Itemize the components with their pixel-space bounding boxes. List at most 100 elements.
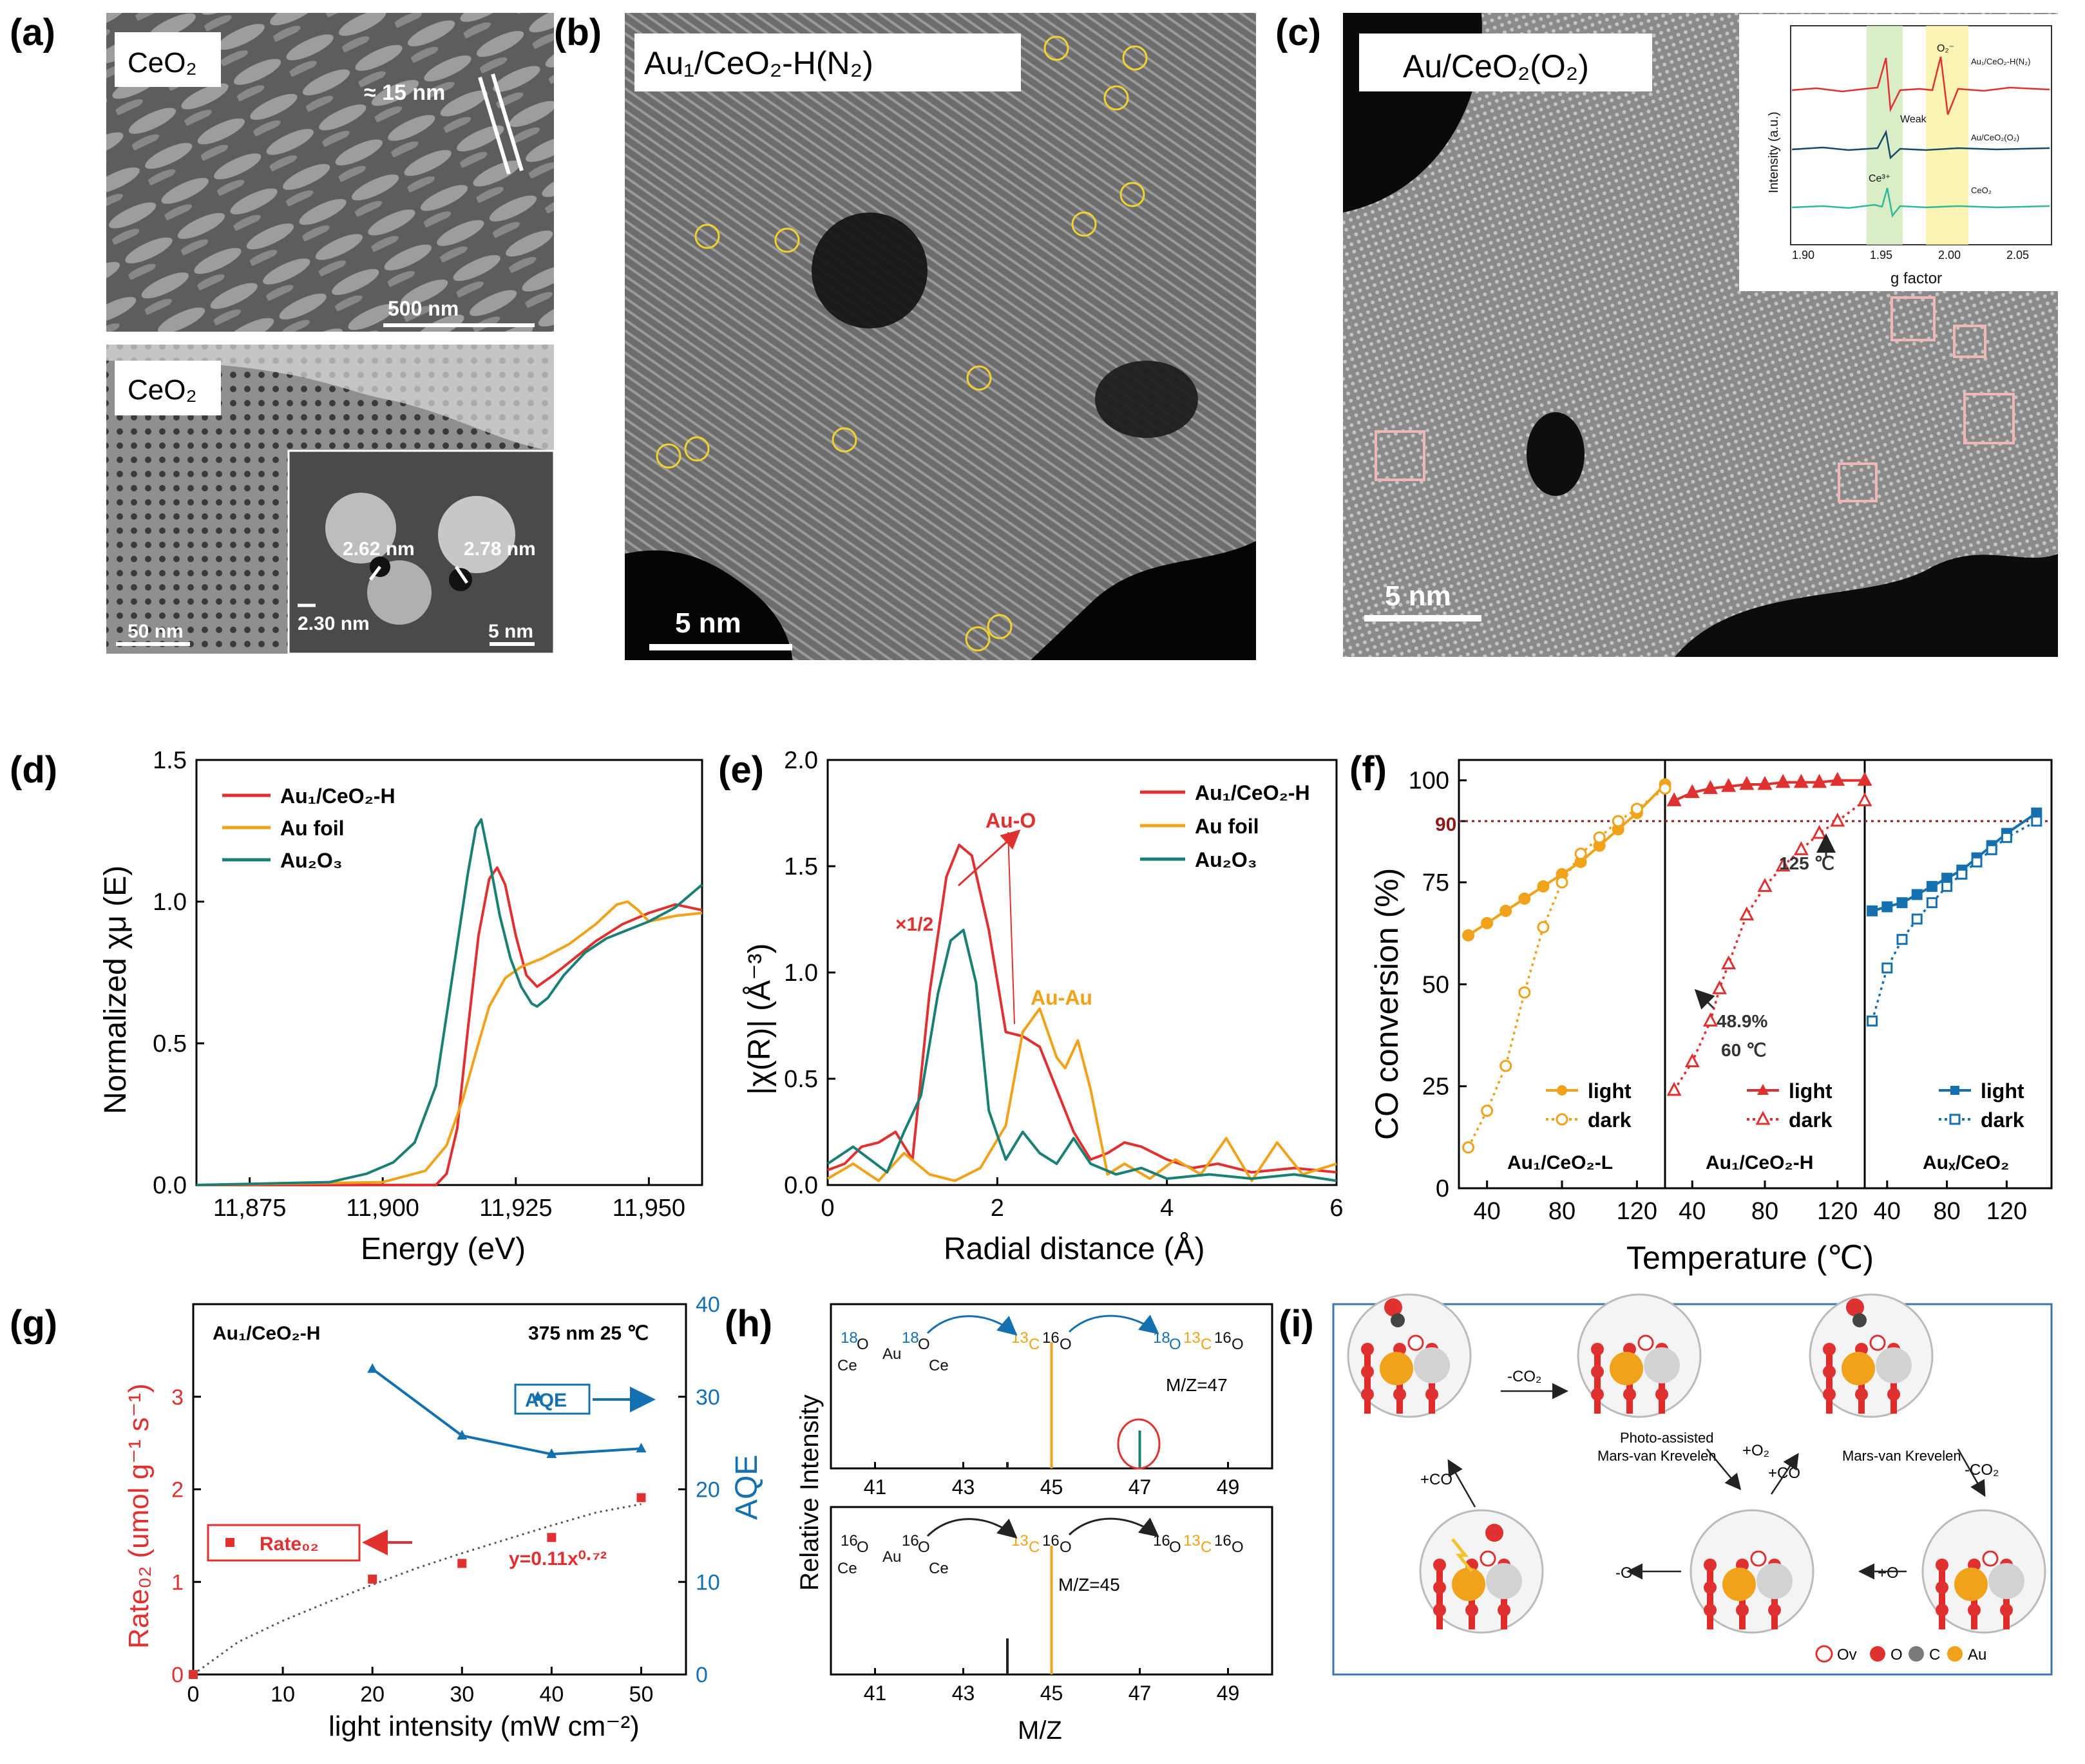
plot-g-xtick-label: 10	[271, 1682, 295, 1707]
plot-g-ytick-left-label: 1	[171, 1570, 184, 1595]
plot-h-xtick-label: 41	[864, 1475, 887, 1499]
mech-lattice-o	[1498, 1604, 1510, 1617]
panel-d: (d) 11,875 11,900 11,925 11,950 0.0 0.5 1.0 1.5…	[10, 747, 703, 1266]
plot-f-point	[1830, 772, 1845, 786]
plot-f-xtick-label: 80	[1751, 1198, 1778, 1225]
mech-lattice-bond	[1826, 1372, 1833, 1391]
plot-f-ytick-label: 75	[1422, 869, 1449, 896]
plot-g-ytick-right-label: 20	[696, 1478, 720, 1503]
svg-text:13: 13	[1183, 1329, 1201, 1347]
mech-lattice-bond	[1594, 1394, 1601, 1414]
mech-lattice-o	[1968, 1604, 1981, 1617]
plot-f-ytick-label: 100	[1409, 768, 1449, 795]
plot-f-ann-60: 60 ℃	[1721, 1040, 1766, 1060]
mech-center-3: Mars-van Krevelen	[1842, 1448, 1961, 1464]
plot-f-point	[1537, 921, 1550, 934]
svg-text:O: O	[918, 1336, 930, 1353]
svg-text:16: 16	[1042, 1532, 1060, 1550]
epr-ann-weak: Weak	[1900, 114, 1927, 125]
plot-f-point	[1702, 1012, 1718, 1027]
mech-released-o	[1485, 1524, 1503, 1542]
mech-co2-o	[1384, 1298, 1402, 1316]
plot-g-aqe-point	[546, 1448, 557, 1458]
plot-h-xtick-label: 41	[864, 1682, 887, 1705]
mech-lattice-o	[1591, 1388, 1604, 1401]
mech-vacancy	[1750, 1550, 1767, 1567]
mech-lattice-bond	[1739, 1610, 1746, 1629]
mech-au-atom	[1842, 1352, 1875, 1385]
mech-au-atom	[1954, 1568, 1988, 1601]
mech-lattice-o	[1936, 1604, 1948, 1617]
panel-b-label: (b)	[554, 12, 602, 53]
single-atom-markers	[656, 35, 1148, 652]
mech-lattice-o	[1823, 1365, 1836, 1378]
mech-lattice-bond	[1890, 1394, 1897, 1414]
mech-lattice-o	[1823, 1388, 1836, 1401]
plot-f-point	[1757, 775, 1773, 790]
mech-lattice-o	[1936, 1559, 1948, 1571]
plot-f-dark-line-2	[1871, 820, 2037, 1021]
svg-text:16: 16	[1042, 1329, 1060, 1347]
svg-text:O: O	[857, 1539, 869, 1556]
plot-f-xtick-label: 80	[1548, 1198, 1576, 1225]
plot-d-legend: Au₁/CeO₂-H Au foil Au₂O₃	[222, 784, 395, 872]
plot-f-point	[1926, 880, 1937, 892]
mech-lattice-o	[1591, 1365, 1604, 1378]
plot-f-legend-dark-1: dark	[1588, 1108, 1632, 1132]
plot-g-rate-point	[547, 1533, 557, 1542]
plot-f-xtick-label: 80	[1933, 1198, 1960, 1225]
inset-measure-2: 2.78 nm	[464, 538, 536, 560]
plot-e-xtick-label: 6	[1329, 1195, 1343, 1222]
mech-lattice-o	[1361, 1388, 1374, 1401]
plot-d-ytick-label: 0.5	[153, 1030, 187, 1057]
plot-f-point	[1775, 857, 1791, 872]
plot-g-xtick-label: 20	[360, 1682, 385, 1707]
panel-i: (i) -CO₂ +O₂ -O +CO +CO -CO₂ +O Photo-as…	[1279, 1293, 2053, 1676]
inset-measure-1: 2.62 nm	[343, 538, 415, 560]
stem-c-scale-label: 5 nm	[1385, 580, 1451, 612]
plot-e-ytick-label: 2.0	[784, 747, 818, 774]
plot-g-xtick-label: 40	[539, 1682, 564, 1707]
epr-ann-ce: Ce³⁺	[1869, 173, 1890, 184]
plot-f-xtick-label: 40	[1679, 1198, 1706, 1225]
svg-text:C: C	[1201, 1336, 1212, 1353]
mech-light-bolt	[1451, 1538, 1473, 1573]
plot-h-xtick-label: 43	[952, 1682, 975, 1705]
plot-f-point	[1462, 1141, 1475, 1154]
epr-tick-2: 1.95	[1870, 249, 1892, 261]
plot-g-xtick-label: 50	[629, 1682, 654, 1707]
plot-g-ylabel-left: Rate₀₂ (umol g⁻¹ s⁻¹)	[123, 1383, 155, 1649]
mech-lattice-bond	[1364, 1394, 1371, 1414]
mech-vacancy	[1407, 1334, 1424, 1351]
mech-ce-atom	[1486, 1563, 1522, 1599]
plot-f-point	[1857, 792, 1872, 806]
plot-f-dark-line-1	[1673, 799, 1866, 1091]
plot-g-aqe-point	[367, 1363, 378, 1373]
mech-lattice-o	[1704, 1604, 1717, 1617]
plot-f-point	[1630, 802, 1643, 815]
mech-lattice-bond	[1396, 1394, 1403, 1414]
plot-e-xlabel: Radial distance (Å)	[944, 1232, 1205, 1266]
mech-center-2: Mars-van Krevelen	[1597, 1448, 1717, 1464]
plot-f-point	[1612, 815, 1624, 828]
plot-h-xtick-label: 47	[1128, 1682, 1152, 1705]
mech-step-5: +CO	[1768, 1465, 1800, 1482]
plot-e-ann-half: ×1/2	[895, 914, 933, 935]
top-scale-label: 500 nm	[388, 297, 459, 320]
mech-lattice-bond	[1436, 1610, 1443, 1629]
plot-e-legend-au2o3: Au₂O₃	[1195, 848, 1257, 871]
mech-co2-c	[1391, 1313, 1405, 1327]
plot-g-xlabel: light intensity (mW cm⁻²)	[328, 1711, 640, 1742]
plot-g-legend-aqe: AQE	[525, 1390, 567, 1411]
plot-d-series-2	[196, 818, 703, 1186]
plot-f-legend-light-1: light	[1588, 1079, 1632, 1103]
bottom-scale-label: 50 nm	[128, 621, 184, 642]
mech-lattice-o	[1361, 1365, 1374, 1378]
sem-top-tag-box	[115, 32, 221, 87]
plot-g-xtick-label: 30	[450, 1682, 474, 1707]
plot-f-point	[1593, 831, 1606, 844]
plot-f-point	[1684, 784, 1700, 799]
mech-lattice-bond	[1594, 1349, 1601, 1369]
plot-f-point	[1574, 848, 1587, 860]
plot-f-ylabel: CO conversion (%)	[1369, 868, 1405, 1140]
